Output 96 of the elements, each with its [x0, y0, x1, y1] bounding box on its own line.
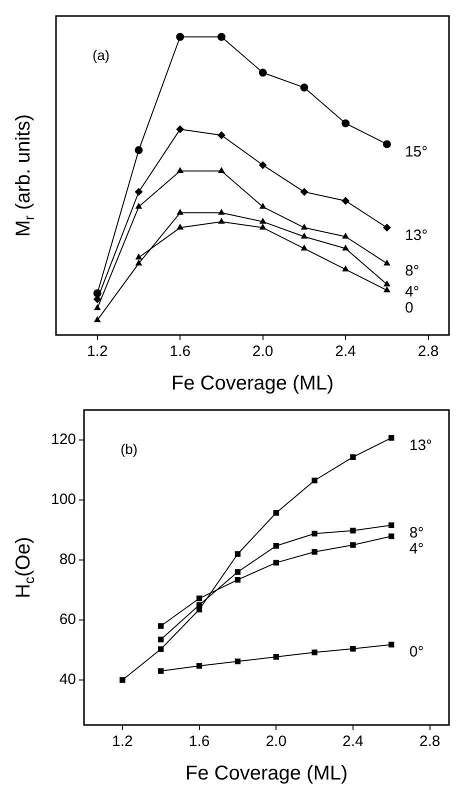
point [176, 167, 184, 174]
point [135, 202, 142, 209]
point [388, 522, 394, 528]
point [342, 196, 350, 205]
annotation: (a) [92, 46, 110, 63]
y-tick-label: 120 [50, 431, 76, 448]
point [350, 454, 356, 460]
point [176, 224, 184, 230]
x-tick-label: 2.0 [266, 733, 287, 750]
point [273, 510, 279, 516]
x-tick-label: 2.8 [418, 343, 439, 360]
point [312, 650, 318, 656]
point [120, 677, 126, 683]
series-label: 0 [404, 299, 414, 316]
point [134, 146, 143, 154]
x-tick-label: 1.6 [188, 733, 210, 750]
point [218, 218, 225, 224]
point [158, 668, 164, 674]
point [158, 623, 164, 629]
series-label: 8° [404, 262, 420, 280]
point [176, 208, 184, 215]
y-tick-label: 80 [59, 551, 76, 568]
series-label: 13° [409, 437, 432, 454]
x-tick-label: 1.2 [112, 733, 133, 750]
x-tick-label: 2.8 [419, 733, 440, 750]
annotation: (b) [120, 440, 138, 457]
y-tick-label: 100 [50, 491, 76, 508]
x-tick-label: 2.4 [335, 343, 356, 360]
point [300, 188, 308, 196]
point [217, 131, 226, 140]
point [93, 289, 102, 298]
point [342, 232, 350, 239]
series-label: 0° [409, 644, 424, 661]
point [158, 646, 164, 652]
point [300, 84, 308, 92]
point [218, 167, 225, 174]
point [382, 224, 391, 232]
point [350, 542, 356, 548]
point [258, 68, 267, 77]
point [273, 543, 279, 549]
point [312, 478, 318, 484]
series-label: 8° [409, 524, 424, 542]
point [258, 161, 267, 170]
point [383, 259, 390, 266]
point [135, 259, 142, 266]
point [383, 286, 390, 292]
point [342, 265, 350, 272]
point [196, 596, 202, 602]
y-tick-label: 40 [59, 671, 76, 688]
series-label: 4° [409, 540, 424, 558]
point [350, 646, 356, 652]
x-axis-title: Fe Coverage (ML) [171, 372, 334, 395]
point [342, 119, 350, 128]
point [259, 218, 266, 224]
x-tick-label: 1.2 [86, 343, 108, 360]
point [312, 530, 318, 536]
point [388, 642, 394, 648]
point [196, 606, 202, 612]
x-tick-label: 1.6 [170, 343, 191, 360]
point [94, 304, 101, 310]
x-axis-title: Fe Coverage (ML) [185, 762, 348, 785]
series-label: 15° [404, 143, 428, 160]
point [342, 244, 350, 251]
point [134, 188, 143, 196]
point [312, 549, 318, 555]
y-axis-title: Hc(Oe) [12, 536, 37, 598]
point [273, 654, 279, 660]
y-axis-title: Mr (arb. units) [12, 114, 37, 237]
point [300, 232, 308, 239]
point [135, 253, 142, 260]
point [158, 636, 164, 642]
point [217, 32, 226, 41]
point [350, 528, 356, 534]
point [234, 569, 241, 575]
point [176, 125, 184, 134]
point [196, 663, 202, 669]
point [388, 533, 394, 540]
point [94, 316, 101, 322]
point [388, 435, 394, 441]
point [259, 202, 266, 209]
point [259, 224, 266, 230]
point [234, 576, 241, 583]
point [234, 658, 241, 664]
x-tick-label: 2.0 [252, 343, 274, 360]
y-tick-label: 60 [59, 611, 76, 628]
point [382, 140, 391, 148]
point [273, 560, 279, 566]
point [218, 208, 225, 215]
point [383, 280, 390, 286]
series-label: 4° [404, 283, 420, 300]
x-tick-label: 2.4 [342, 733, 364, 750]
point [300, 224, 308, 230]
series-label: 13° [404, 226, 428, 244]
point [300, 244, 308, 251]
point [176, 32, 184, 41]
point [234, 551, 241, 557]
